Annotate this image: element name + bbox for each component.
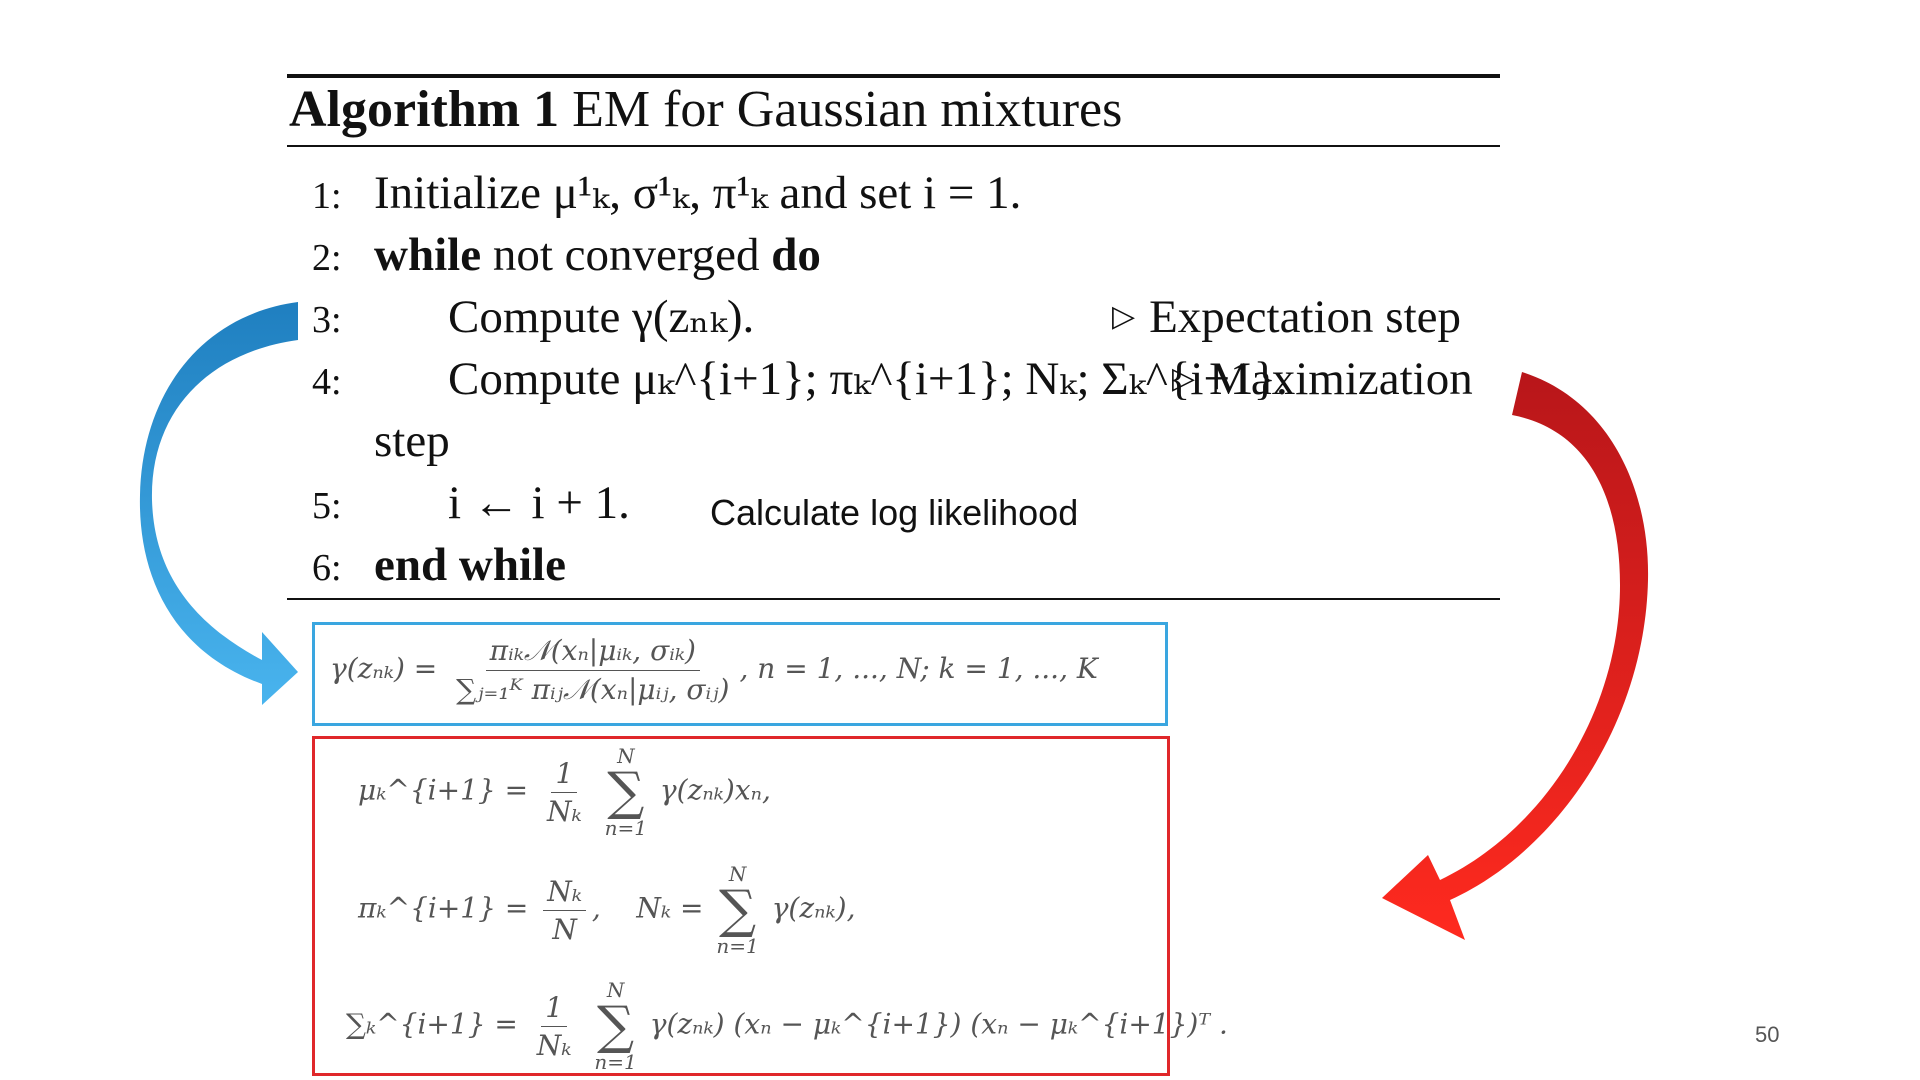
red-curved-arrow-icon xyxy=(1382,372,1649,940)
triangle-right-icon: ▷ xyxy=(1172,362,1196,395)
blue-curved-arrow-icon xyxy=(139,302,298,705)
line-number: 4: xyxy=(312,361,342,403)
line-text: i ← i + 1. xyxy=(448,477,630,529)
keyword-while: while xyxy=(374,229,482,281)
numerator: πᵢₖ𝒩(xₙ|μᵢₖ, σᵢₖ) xyxy=(485,634,700,671)
expectation-comment: ▷ Expectation step xyxy=(1112,291,1462,343)
algorithm-title: Algorithm 1 EM for Gaussian mixtures xyxy=(289,80,1122,140)
sum-symbol: N ∑ n=1 xyxy=(604,744,647,840)
line-text: Initialize μ¹ₖ, σ¹ₖ, π¹ₖ and set i = 1. xyxy=(374,167,1022,219)
triangle-right-icon: ▷ xyxy=(1112,300,1136,333)
log-likelihood-note: Calculate log likelihood xyxy=(710,492,1079,533)
algo-line-2: 2: while not converged do xyxy=(312,227,821,286)
pi-update-equation: πₖ^{i+1} = Nₖ N, Nₖ = N ∑ n=1 γ(zₙₖ), xyxy=(358,862,856,958)
algorithm-label: Algorithm 1 xyxy=(289,81,560,138)
mu-update-equation: μₖ^{i+1} = 1 Nₖ N ∑ n=1 γ(zₙₖ)xₙ, xyxy=(358,744,771,840)
algo-line-1: 1: Initialize μ¹ₖ, σ¹ₖ, π¹ₖ and set i = 1… xyxy=(312,165,1021,224)
algo-line-6: 6: end while xyxy=(312,537,566,596)
top-rule xyxy=(287,74,1500,78)
line-number: 3: xyxy=(312,299,342,341)
algo-line-5: 5: i ← i + 1. xyxy=(312,475,630,534)
keyword-end-while: end while xyxy=(374,539,566,591)
algo-line-4-continuation: step xyxy=(374,415,450,467)
maximization-comment: ▷ Maximization xyxy=(1172,353,1473,405)
line-text: Compute μₖ^{i+1}; πₖ^{i+1}; Nₖ; Σₖ^{i+1}… xyxy=(448,353,1288,405)
denominator: ∑ⱼ₌₁ᴷ πᵢⱼ𝒩(xₙ|μᵢⱼ, σᵢⱼ) xyxy=(456,673,730,706)
algo-line-4: 4: Compute μₖ^{i+1}; πₖ^{i+1}; Nₖ; Σₖ^{i+… xyxy=(312,351,1288,410)
title-rule xyxy=(287,145,1500,147)
algo-line-3: 3: Compute γ(zₙₖ). xyxy=(312,289,754,348)
maximization-equation-box xyxy=(312,736,1170,1076)
expectation-equation: γ(zₙₖ) = πᵢₖ𝒩(xₙ|μᵢₖ, σᵢₖ) ∑ⱼ₌₁ᴷ πᵢⱼ𝒩(xₙ|… xyxy=(330,634,1098,706)
sum-symbol: N ∑ n=1 xyxy=(716,862,759,958)
sigma-update-equation: ∑ₖ^{i+1} = 1 Nₖ N ∑ n=1 γ(zₙₖ) (xₙ − μₖ^{i+… xyxy=(346,978,1228,1074)
bottom-rule xyxy=(287,598,1500,600)
page-number: 50 xyxy=(1755,1022,1780,1047)
sum-symbol: N ∑ n=1 xyxy=(594,978,637,1074)
line-number: 6: xyxy=(312,547,342,589)
line-number: 1: xyxy=(312,175,342,217)
line-number: 2: xyxy=(312,237,342,279)
keyword-do: do xyxy=(771,229,821,281)
line-text: not converged xyxy=(481,229,772,281)
line-number: 5: xyxy=(312,485,342,527)
expectation-equation-box xyxy=(312,622,1168,726)
line-text: Compute γ(zₙₖ). xyxy=(448,291,755,343)
algorithm-name: EM for Gaussian mixtures xyxy=(572,81,1123,138)
